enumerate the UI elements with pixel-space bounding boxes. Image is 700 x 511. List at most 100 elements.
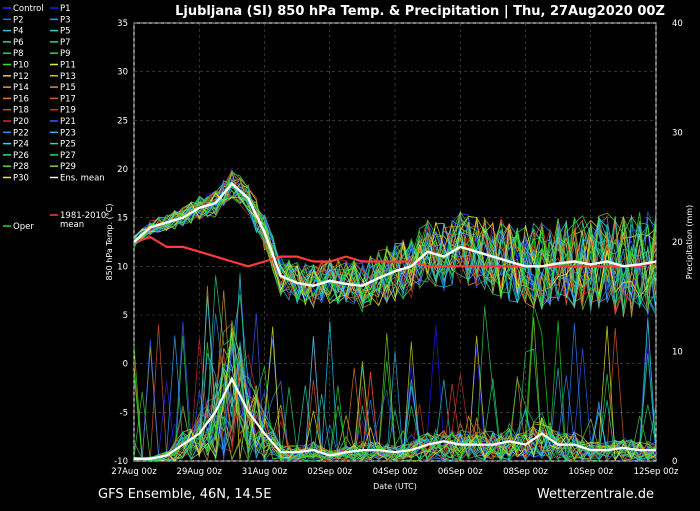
legend-entry: P13 xyxy=(50,72,76,82)
legend-label: P24 xyxy=(13,140,29,150)
legend-entry: P2 xyxy=(3,15,24,25)
legend-label: P26 xyxy=(13,151,29,161)
legend-entry: P9 xyxy=(50,49,71,59)
legend-entry: P8 xyxy=(3,49,24,59)
legend-entry: P25 xyxy=(50,140,76,150)
ensemble-mean-precipitation-line xyxy=(134,376,656,460)
legend-label: P21 xyxy=(60,117,76,127)
legend-entry: P10 xyxy=(3,61,29,71)
right-axis-ticks: 0 10 20 30 40 xyxy=(672,19,683,467)
x-tick-label: 02Sep 00z xyxy=(307,467,352,477)
x-tick-label: 27Aug 00z xyxy=(111,467,157,477)
legend-label: P28 xyxy=(13,162,29,172)
legend-label: P13 xyxy=(60,72,76,82)
legend-label: P14 xyxy=(13,83,29,93)
y-tick-label-left: 30 xyxy=(117,68,128,78)
legend-label: P10 xyxy=(13,61,29,71)
legend-entry: Oper xyxy=(3,222,34,232)
legend-entry: P16 xyxy=(3,94,29,104)
legend-entry: P18 xyxy=(3,106,29,116)
legend-label: P18 xyxy=(13,106,29,116)
legend-label: P8 xyxy=(13,49,24,59)
legend-entry: P28 xyxy=(3,162,29,172)
x-tick-label: 06Sep 00z xyxy=(438,467,483,477)
legend-entry: P6 xyxy=(3,38,24,48)
legend-label: P2 xyxy=(13,15,24,25)
legend-entry: P24 xyxy=(3,140,29,150)
footer-source: Wetterzentrale.de xyxy=(537,487,654,502)
legend-entry: P27 xyxy=(50,151,76,161)
legend-entry: P30 xyxy=(3,174,29,184)
legend-entry: P4 xyxy=(3,27,24,37)
x-axis-ticks: 27Aug 00z 29Aug 00z 31Aug 00z 02Sep 00z 04Se… xyxy=(111,467,679,477)
y-tick-label-left: -10 xyxy=(114,457,128,467)
y-tick-label-left: 15 xyxy=(117,214,128,224)
legend-label: P11 xyxy=(60,61,76,71)
legend-label: P22 xyxy=(13,128,29,138)
y-tick-label-left: 10 xyxy=(117,262,128,272)
legend-label: P25 xyxy=(60,140,76,150)
legend-label: P27 xyxy=(60,151,76,161)
y-tick-label-left: 20 xyxy=(117,165,128,175)
precipitation-member-line xyxy=(133,325,657,462)
legend-label: P15 xyxy=(60,83,76,93)
y-tick-label-right: 20 xyxy=(672,238,683,248)
y-axis-right-label: Precipitation (mm) xyxy=(685,205,694,279)
legend-entry: Ens. mean xyxy=(50,174,105,184)
legend-entry: P19 xyxy=(50,106,76,116)
y-tick-label-left: -5 xyxy=(120,408,128,418)
legend-entry: P20 xyxy=(3,117,29,127)
legend-label: P5 xyxy=(60,27,71,37)
legend-entry: P15 xyxy=(50,83,76,93)
temperature-member-line xyxy=(133,181,657,306)
legend-label: P12 xyxy=(13,72,29,82)
precipitation-member-line xyxy=(133,345,657,462)
legend-label: P16 xyxy=(13,94,29,104)
y-tick-label-left: 0 xyxy=(123,360,128,370)
x-tick-label: 04Sep 00z xyxy=(373,467,418,477)
x-tick-label: 29Aug 00z xyxy=(177,467,223,477)
legend-entry: P5 xyxy=(50,27,71,37)
x-tick-label: 12Sep 00z xyxy=(634,467,679,477)
legend-label: P9 xyxy=(60,49,71,59)
legend-label: P1 xyxy=(60,4,71,14)
mean-series xyxy=(133,181,657,460)
legend-entry: P17 xyxy=(50,94,76,104)
precipitation-member-line xyxy=(133,304,657,461)
precipitation-member-line xyxy=(133,295,657,462)
legend-entry: P3 xyxy=(50,15,71,25)
legend-entry: P21 xyxy=(50,117,76,127)
legend-entry: P22 xyxy=(3,128,29,138)
temperature-member-line xyxy=(133,180,657,316)
legend-label: Ens. mean xyxy=(60,174,105,184)
y-tick-label-right: 40 xyxy=(672,19,683,29)
legend-label: Oper xyxy=(13,222,34,232)
legend-label: P6 xyxy=(13,38,24,48)
legend-label: P23 xyxy=(60,128,76,138)
y-axis-left-label: 850 hPa Temp. (°C) xyxy=(105,203,114,280)
legend-entry: P14 xyxy=(3,83,29,93)
legend-entry: P29 xyxy=(50,162,76,172)
temperature-member-line xyxy=(133,173,657,315)
y-tick-label-right: 30 xyxy=(672,129,683,139)
legend-entry: P23 xyxy=(50,128,76,138)
precipitation-member-line xyxy=(133,323,657,462)
precipitation-member-line xyxy=(133,294,657,462)
climate-mean-line xyxy=(133,235,657,268)
footer-model-info: GFS Ensemble, 46N, 14.5E xyxy=(98,487,271,502)
y-tick-label-right: 10 xyxy=(672,348,683,358)
legend-label: P20 xyxy=(13,117,29,127)
x-tick-label: 10Sep 00z xyxy=(568,467,613,477)
legend-label: Control xyxy=(13,4,44,14)
legend-label: P19 xyxy=(60,106,76,116)
legend-label: P3 xyxy=(60,15,71,25)
legend-label: P30 xyxy=(13,174,29,184)
y-tick-label-left: 25 xyxy=(117,116,128,126)
legend-entry: P12 xyxy=(3,72,29,82)
legend-entry: P1 xyxy=(50,4,71,14)
legend-entry: P11 xyxy=(50,61,76,71)
legend-label: P4 xyxy=(13,27,24,37)
precipitation-series xyxy=(133,273,657,463)
